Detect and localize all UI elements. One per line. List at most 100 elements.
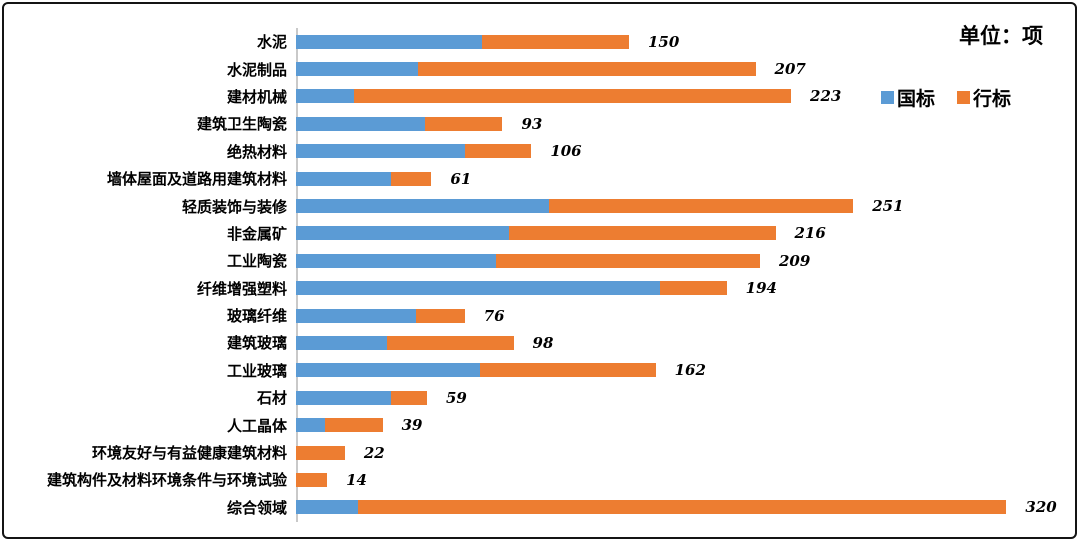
legend-label-industry: 行标 <box>972 89 1011 110</box>
bar-rows: 水泥 150 水泥制品 207 建材机械 223 建筑卫生陶瓷 93 绝热材料 106 墙体屋面及道… <box>4 28 1079 522</box>
unit-label: 单位：项 <box>959 25 1043 48</box>
total-value-label: 98 <box>532 333 554 352</box>
total-value-label: 93 <box>521 114 543 133</box>
category-label: 轻质装饰与装修 <box>181 198 287 216</box>
total-value-label: 76 <box>483 306 505 325</box>
total-value-label: 207 <box>774 60 806 79</box>
bar-row: 建筑构件及材料环境条件与环境试验 14 <box>4 466 1079 493</box>
bar-row: 水泥 150 <box>4 28 1079 55</box>
bar-segment-national <box>296 500 359 515</box>
y-axis-line <box>296 28 298 522</box>
bar-row: 水泥制品 207 <box>4 55 1079 82</box>
total-value-label: 22 <box>363 443 385 462</box>
total-value-label: 14 <box>346 470 367 489</box>
bar-row: 综合领域 320 <box>4 494 1079 521</box>
stacked-bar: 22 <box>296 443 1079 462</box>
stacked-bar: 223 <box>296 87 1079 106</box>
stacked-bar: 61 <box>296 169 1079 188</box>
plot-area: 水泥 150 水泥制品 207 建材机械 223 建筑卫生陶瓷 93 绝热材料 106 墙体屋面及道… <box>4 28 1079 522</box>
bar-segment-industry <box>415 308 465 323</box>
total-value-label: 194 <box>745 279 777 298</box>
total-value-label: 61 <box>450 169 472 188</box>
bar-segment-industry <box>296 472 328 487</box>
bar-segment-industry <box>296 445 345 460</box>
total-value-label: 223 <box>810 87 842 106</box>
bar-row: 轻质装饰与装修 251 <box>4 192 1079 219</box>
bar-segment-industry <box>391 390 427 405</box>
category-label: 墙体屋面及道路用建筑材料 <box>106 171 287 189</box>
bar-row: 绝热材料 106 <box>4 138 1079 165</box>
bar-segment-national <box>296 116 425 131</box>
stacked-bar: 106 <box>296 142 1079 161</box>
bar-segment-national <box>296 62 419 77</box>
total-value-label: 39 <box>401 416 423 435</box>
category-label: 建筑玻璃 <box>226 335 287 353</box>
bar-segment-industry <box>464 144 532 159</box>
category-label: 工业陶瓷 <box>226 253 287 271</box>
bar-segment-industry <box>660 281 727 296</box>
legend-label-national: 国标 <box>896 89 935 110</box>
bar-segment-industry <box>358 500 1007 515</box>
bar-segment-national <box>296 253 496 268</box>
bar-segment-national <box>296 171 392 186</box>
total-value-label: 150 <box>647 32 680 51</box>
bar-segment-national <box>296 335 388 350</box>
bar-row: 墙体屋面及道路用建筑材料 61 <box>4 165 1079 192</box>
bar-segment-national <box>296 390 392 405</box>
category-label: 水泥 <box>256 34 287 52</box>
total-value-label: 320 <box>1025 498 1057 517</box>
total-value-label: 251 <box>872 197 904 216</box>
total-value-label: 216 <box>794 224 826 243</box>
bar-segment-national <box>296 144 465 159</box>
stacked-bar: 93 <box>296 114 1079 133</box>
category-label: 建筑构件及材料环境条件与环境试验 <box>46 472 287 490</box>
bar-row: 建筑卫生陶瓷 93 <box>4 110 1079 137</box>
category-label: 建材机械 <box>226 88 287 106</box>
bar-segment-national <box>296 226 510 241</box>
category-label: 绝热材料 <box>226 143 287 161</box>
bar-segment-national <box>296 281 661 296</box>
stacked-bar: 150 <box>296 32 1079 51</box>
bar-segment-national <box>296 308 416 323</box>
category-label: 玻璃纤维 <box>226 308 287 326</box>
total-value-label: 162 <box>674 361 706 380</box>
bar-row: 人工晶体 39 <box>4 411 1079 438</box>
legend-item-industry: 行标 <box>956 84 1011 111</box>
bar-segment-industry <box>482 34 629 49</box>
category-label: 石材 <box>256 390 287 408</box>
total-value-label: 209 <box>778 251 811 270</box>
legend-item-national: 国标 <box>880 84 935 111</box>
bar-segment-industry <box>391 171 432 186</box>
stacked-bar: 162 <box>296 361 1079 380</box>
legend: 国标 行标 <box>880 84 1011 111</box>
bar-row: 工业玻璃 162 <box>4 357 1079 384</box>
bar-segment-industry <box>424 116 503 131</box>
category-label: 建筑卫生陶瓷 <box>196 116 287 134</box>
total-value-label: 106 <box>550 142 582 161</box>
bar-row: 建材机械 223 <box>4 83 1079 110</box>
category-label: 非金属矿 <box>226 225 287 243</box>
stacked-bar: 59 <box>296 388 1079 407</box>
bar-row: 纤维增强塑料 194 <box>4 275 1079 302</box>
bar-row: 玻璃纤维 76 <box>4 302 1079 329</box>
bar-row: 环境友好与有益健康建筑材料 22 <box>4 439 1079 466</box>
bar-segment-national <box>296 89 354 104</box>
legend-swatch-industry <box>956 91 970 104</box>
bar-segment-national <box>296 363 481 378</box>
stacked-bar: 216 <box>296 224 1079 243</box>
total-value-label: 59 <box>445 388 467 407</box>
bar-segment-national <box>296 418 325 433</box>
category-label: 环境友好与有益健康建筑材料 <box>91 445 287 463</box>
stacked-bar: 251 <box>296 197 1079 216</box>
bar-segment-industry <box>480 363 656 378</box>
bar-row: 建筑玻璃 98 <box>4 329 1079 356</box>
stacked-bar: 98 <box>296 333 1079 352</box>
bar-segment-industry <box>495 253 760 268</box>
bar-segment-industry <box>324 418 383 433</box>
bar-segment-national <box>296 34 483 49</box>
legend-swatch-national <box>880 91 894 104</box>
category-label: 人工晶体 <box>226 417 287 435</box>
stacked-bar: 14 <box>296 470 1079 489</box>
stacked-bar: 39 <box>296 416 1079 435</box>
stacked-bar: 194 <box>296 279 1079 298</box>
